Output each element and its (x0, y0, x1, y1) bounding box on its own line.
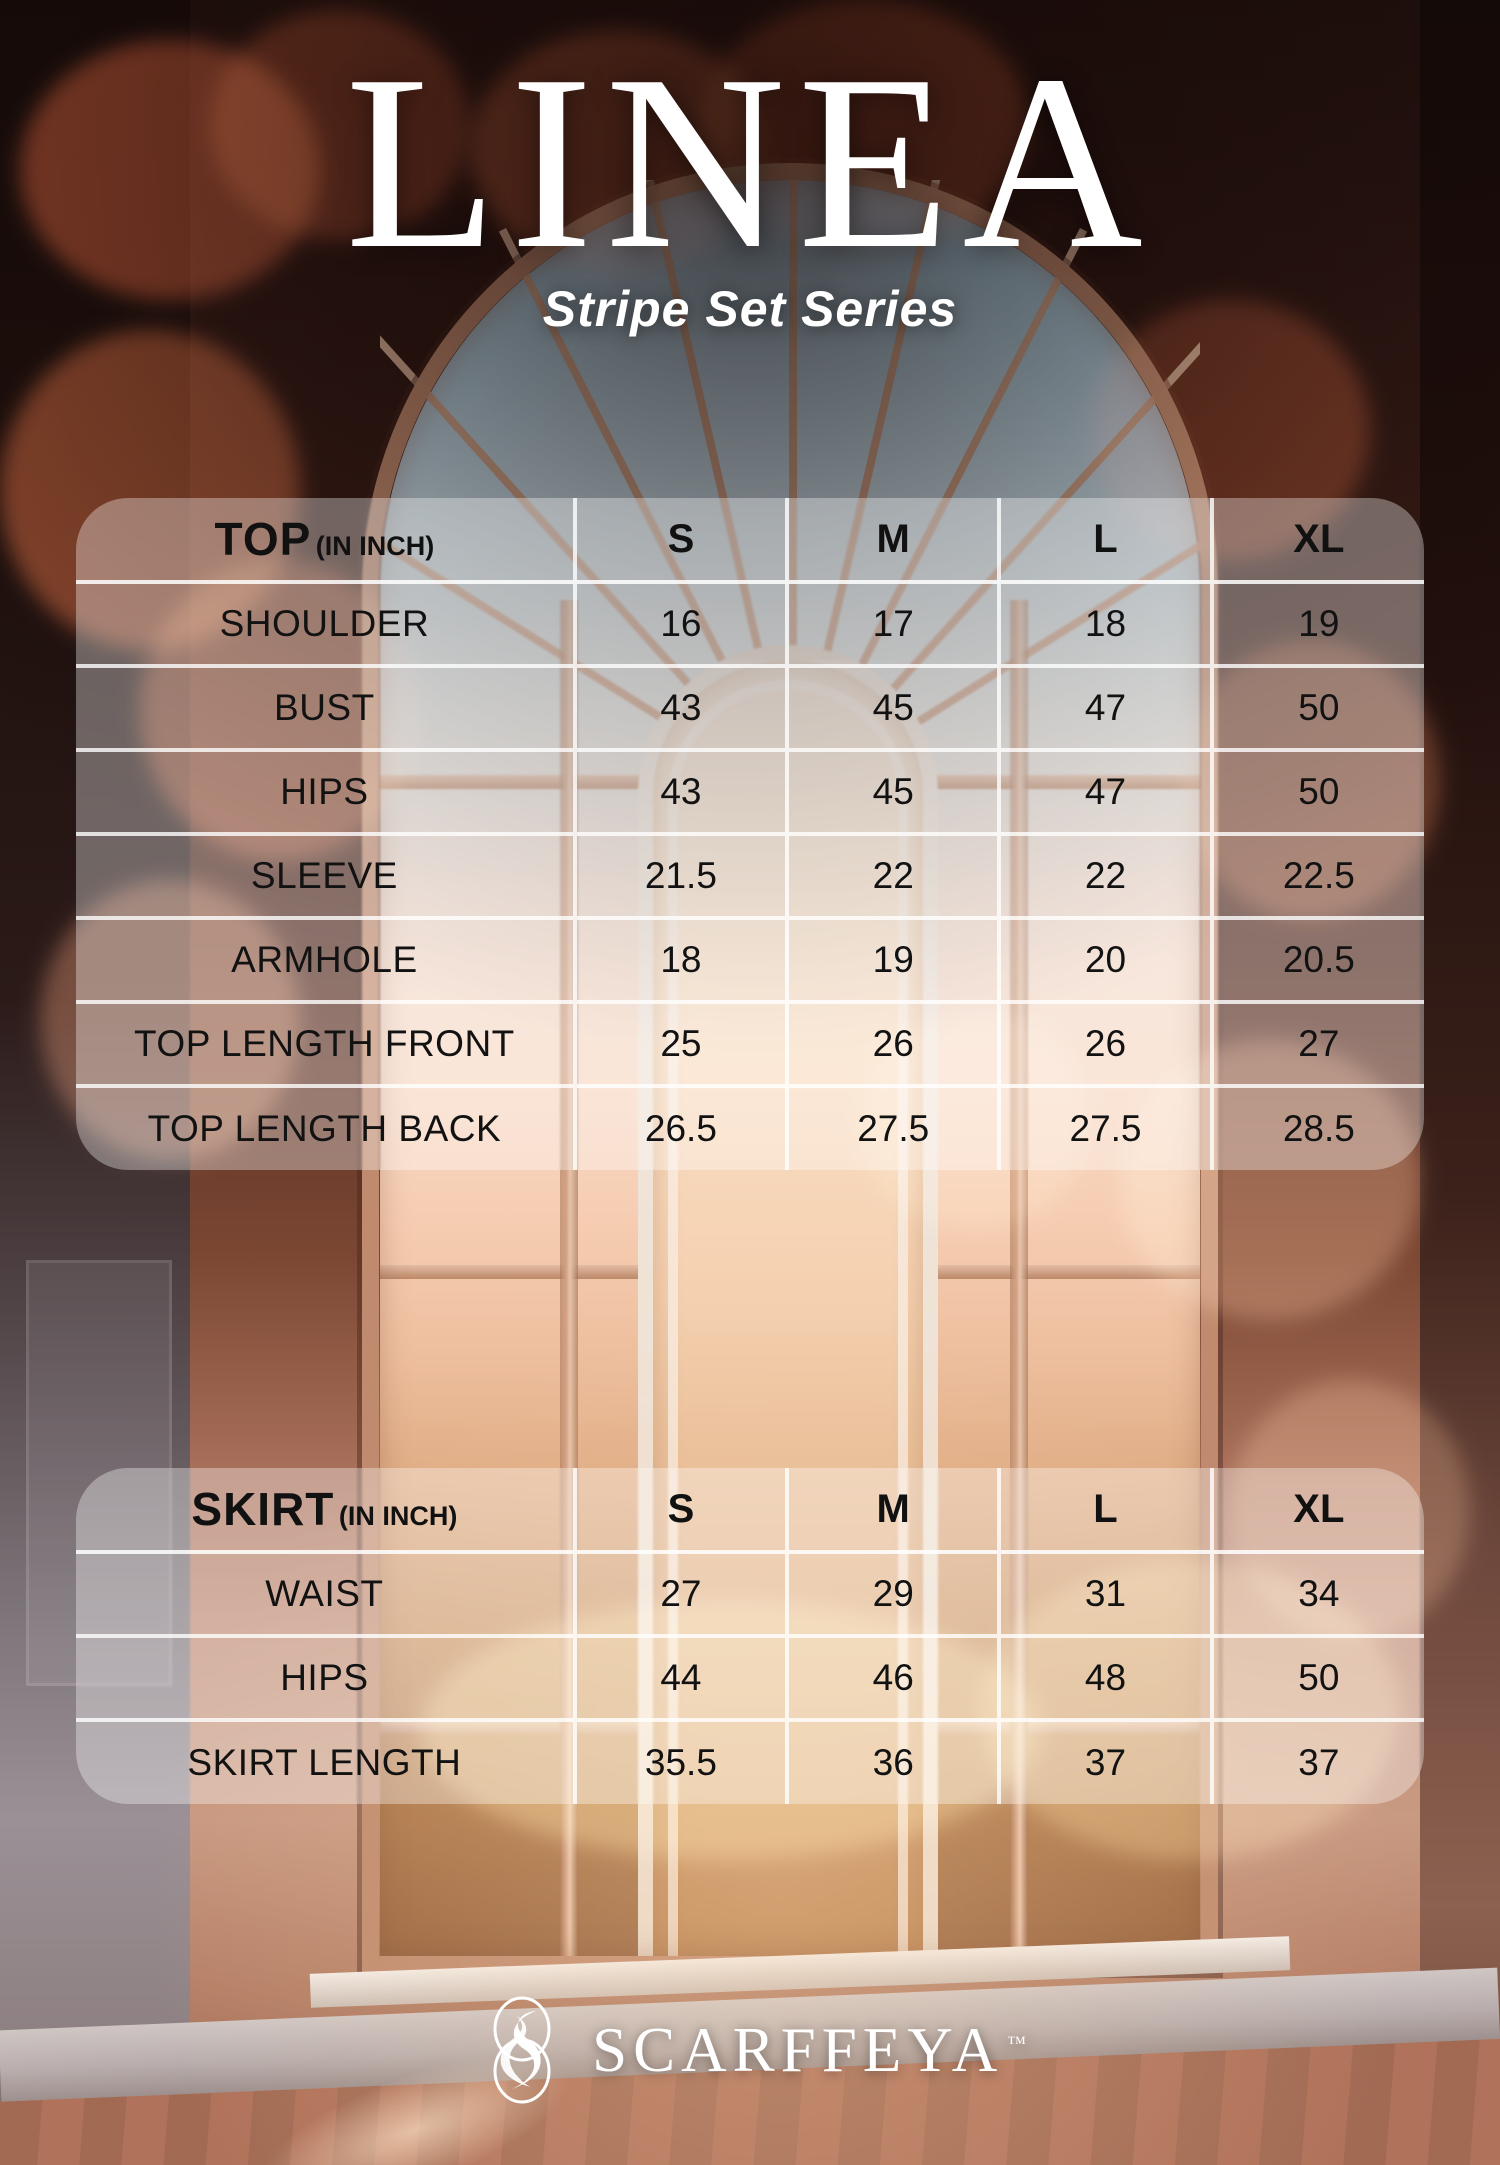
size-header-m: M (785, 498, 1000, 584)
table-row: TOP LENGTH BACK 26.5 27.5 27.5 28.5 (76, 1086, 1424, 1170)
cell-value: 27 (1209, 1002, 1424, 1088)
cell-value: 26 (997, 1002, 1212, 1088)
cell-value: 37 (997, 1720, 1212, 1804)
cell-value: 19 (1209, 582, 1424, 668)
cell-value: 18 (572, 918, 788, 1004)
cell-value: 27 (572, 1552, 788, 1638)
cell-value: 27.5 (997, 1086, 1212, 1170)
size-header-xl: XL (1209, 498, 1424, 584)
cell-value: 46 (785, 1636, 1000, 1722)
cell-value: 22.5 (1209, 834, 1424, 920)
cell-value: 31 (997, 1552, 1212, 1638)
brand-subtitle: Stripe Set Series (542, 280, 958, 337)
size-header-l: L (997, 498, 1212, 584)
row-label: SKIRT LENGTH (187, 1742, 462, 1783)
row-label: TOP LENGTH BACK (147, 1108, 502, 1149)
cell-value: 45 (785, 666, 1000, 752)
cell-value: 48 (997, 1636, 1212, 1722)
cell-value: 37 (1209, 1720, 1424, 1804)
skirt-measurements-table: SKIRT (IN INCH) S M L XL WAIST 27 29 31 … (76, 1468, 1424, 1804)
cell-value: 47 (997, 666, 1212, 752)
cell-value: 29 (785, 1552, 1000, 1638)
poster-header: LINEA Stripe Set Series (0, 24, 1500, 338)
cell-value: 50 (1209, 1636, 1424, 1722)
table-row: TOP LENGTH FRONT 25 26 26 27 (76, 1002, 1424, 1088)
cell-value: 20 (997, 918, 1212, 1004)
cell-value: 21.5 (572, 834, 788, 920)
table-row: BUST 43 45 47 50 (76, 666, 1424, 752)
cell-value: 26 (785, 1002, 1000, 1088)
top-measurements-table: TOP (IN INCH) S M L XL SHOULDER 16 17 18… (76, 498, 1424, 1170)
size-header-s: S (572, 1468, 788, 1554)
table-row: ARMHOLE 18 19 20 20.5 (76, 918, 1424, 1004)
brand-footer: SCARFFEYA ™ (0, 1995, 1500, 2105)
cell-value: 22 (997, 834, 1212, 920)
trademark-symbol: ™ (1007, 2032, 1026, 2054)
row-label: HIPS (76, 750, 575, 836)
table-row: WAIST 27 29 31 34 (76, 1552, 1424, 1638)
brand-title: LINEA (345, 24, 1155, 301)
table-header-row: SKIRT (IN INCH) S M L XL (76, 1468, 1424, 1554)
cell-value: 26.5 (572, 1086, 788, 1170)
cell-value: 19 (785, 918, 1000, 1004)
table-header-row: TOP (IN INCH) S M L XL (76, 498, 1424, 584)
cell-value: 27.5 (785, 1086, 1000, 1170)
cell-value: 16 (572, 582, 788, 668)
brand-wordmark: SCARFFEYA ™ (592, 2014, 1026, 2087)
size-header-xl: XL (1209, 1468, 1424, 1554)
cell-value: 25 (572, 1002, 788, 1088)
cell-value: 44 (572, 1636, 788, 1722)
table-title-skirt: SKIRT (IN INCH) (76, 1468, 575, 1554)
row-label: ARMHOLE (76, 918, 575, 1004)
row-label: SLEEVE (76, 834, 575, 920)
cell-value: 20.5 (1209, 918, 1424, 1004)
cell-value: 43 (572, 666, 788, 752)
size-header-l: L (997, 1468, 1212, 1554)
row-label: TOP LENGTH FRONT (76, 1002, 575, 1088)
table-row: SKIRT LENGTH 35.5 36 37 37 (76, 1720, 1424, 1804)
cell-value: 35.5 (572, 1720, 788, 1804)
cell-value: 22 (785, 834, 1000, 920)
table-row: HIPS 43 45 47 50 (76, 750, 1424, 836)
row-label: HIPS (76, 1636, 575, 1722)
size-header-m: M (785, 1468, 1000, 1554)
cell-value: 34 (1209, 1552, 1424, 1638)
cell-value: 43 (572, 750, 788, 836)
cell-value: 45 (785, 750, 1000, 836)
scarffeya-monogram-icon (474, 1995, 570, 2105)
brand-wordmark-text: SCARFFEYA (592, 2014, 1004, 2085)
row-label: SHOULDER (76, 582, 575, 668)
table-row: SHOULDER 16 17 18 19 (76, 582, 1424, 668)
table-row: SLEEVE 21.5 22 22 22.5 (76, 834, 1424, 920)
row-label: BUST (76, 666, 575, 752)
cell-value: 18 (997, 582, 1212, 668)
table-row: HIPS 44 46 48 50 (76, 1636, 1424, 1722)
table-title-top: TOP (IN INCH) (76, 498, 575, 584)
cell-value: 36 (785, 1720, 1000, 1804)
cell-value: 47 (997, 750, 1212, 836)
cell-value: 17 (785, 582, 1000, 668)
size-header-s: S (572, 498, 788, 584)
cell-value: 50 (1209, 750, 1424, 836)
row-label: WAIST (76, 1552, 575, 1638)
cell-value: 50 (1209, 666, 1424, 752)
size-table-skirt: SKIRT (IN INCH) S M L XL WAIST 27 29 31 … (76, 1468, 1424, 1804)
size-table-top: TOP (IN INCH) S M L XL SHOULDER 16 17 18… (76, 498, 1424, 1170)
cell-value: 28.5 (1209, 1086, 1424, 1170)
